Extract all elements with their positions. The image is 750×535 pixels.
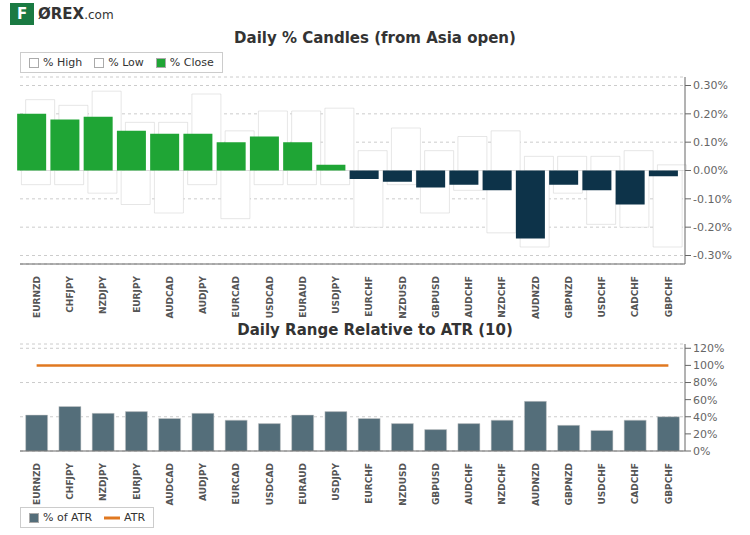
- svg-text:0.00%: 0.00%: [693, 164, 728, 177]
- svg-text:20%: 20%: [693, 428, 717, 441]
- svg-text:AUDNZD: AUDNZD: [531, 276, 541, 319]
- svg-text:-0.10%: -0.10%: [693, 193, 732, 206]
- html-text:F: F: [16, 5, 28, 23]
- svg-text:80%: 80%: [693, 376, 717, 389]
- svg-text:GBPNZD: GBPNZD: [564, 463, 574, 505]
- svg-text:-0.30%: -0.30%: [693, 249, 732, 262]
- svg-text:CHFJPY: CHFJPY: [65, 463, 75, 500]
- svg-text:USDCHF: USDCHF: [597, 463, 607, 505]
- svg-text:EURAUD: EURAUD: [298, 276, 308, 318]
- svg-text:40%: 40%: [693, 411, 717, 424]
- svg-text:NZDCHF: NZDCHF: [497, 276, 507, 318]
- svg-text:USDCHF: USDCHF: [597, 276, 607, 318]
- svg-text:CADCHF: CADCHF: [630, 276, 640, 317]
- svg-text:EURJPY: EURJPY: [132, 463, 142, 500]
- svg-text:EURCAD: EURCAD: [231, 276, 241, 317]
- html-text:ØREX.com: ØREX.com: [38, 5, 114, 23]
- svg-text:EURNZD: EURNZD: [32, 463, 42, 505]
- svg-text:60%: 60%: [693, 394, 717, 407]
- svg-text:NZDJPY: NZDJPY: [98, 463, 108, 501]
- svg-text:USDCAD: USDCAD: [265, 463, 275, 505]
- svg-text:EURNZD: EURNZD: [32, 276, 42, 318]
- svg-text:AUDCHF: AUDCHF: [464, 463, 474, 505]
- svg-text:120%: 120%: [693, 342, 724, 355]
- svg-text:AUDCHF: AUDCHF: [464, 276, 474, 318]
- svg-text:100%: 100%: [693, 359, 724, 372]
- html-text:% Low: % Low: [108, 56, 144, 69]
- svg-text:NZDUSD: NZDUSD: [398, 463, 408, 506]
- svg-text:0.20%: 0.20%: [693, 108, 728, 121]
- svg-text:0.30%: 0.30%: [693, 79, 728, 92]
- svg-text:NZDJPY: NZDJPY: [98, 276, 108, 314]
- html-text:% Close: % Close: [169, 56, 214, 69]
- svg-text:AUDCAD: AUDCAD: [165, 276, 175, 319]
- svg-text:AUDJPY: AUDJPY: [198, 463, 208, 501]
- svg-text:EURCAD: EURCAD: [231, 463, 241, 504]
- html-text:Daily Range Relative to ATR (1: Daily Range Relative to ATR (10): [237, 321, 513, 339]
- svg-text:-0.20%: -0.20%: [693, 221, 732, 234]
- svg-text:AUDCAD: AUDCAD: [165, 463, 175, 506]
- svg-text:NZDUSD: NZDUSD: [398, 276, 408, 319]
- html-text:ATR: ATR: [124, 511, 146, 524]
- svg-text:AUDJPY: AUDJPY: [198, 276, 208, 314]
- svg-text:USDJPY: USDJPY: [331, 463, 341, 501]
- svg-text:EURJPY: EURJPY: [132, 276, 142, 313]
- svg-text:AUDNZD: AUDNZD: [531, 463, 541, 506]
- html-text:% High: % High: [43, 56, 83, 69]
- svg-text:0%: 0%: [693, 445, 710, 458]
- svg-text:GBPUSD: GBPUSD: [431, 463, 441, 505]
- svg-text:EURAUD: EURAUD: [298, 463, 308, 505]
- svg-text:GBPCHF: GBPCHF: [664, 463, 674, 504]
- html-text:Daily % Candles (from Asia ope: Daily % Candles (from Asia open): [234, 29, 516, 47]
- html-text:% of ATR: % of ATR: [43, 511, 93, 524]
- svg-text:CADCHF: CADCHF: [630, 463, 640, 504]
- svg-text:CHFJPY: CHFJPY: [65, 276, 75, 313]
- svg-text:NZDCHF: NZDCHF: [497, 463, 507, 505]
- svg-text:GBPNZD: GBPNZD: [564, 276, 574, 318]
- svg-text:0.10%: 0.10%: [693, 136, 728, 149]
- svg-text:GBPUSD: GBPUSD: [431, 276, 441, 318]
- svg-text:USDJPY: USDJPY: [331, 276, 341, 314]
- svg-text:USDCAD: USDCAD: [265, 276, 275, 318]
- svg-text:EURCHF: EURCHF: [364, 463, 374, 504]
- svg-text:GBPCHF: GBPCHF: [664, 276, 674, 317]
- svg-text:EURCHF: EURCHF: [364, 276, 374, 317]
